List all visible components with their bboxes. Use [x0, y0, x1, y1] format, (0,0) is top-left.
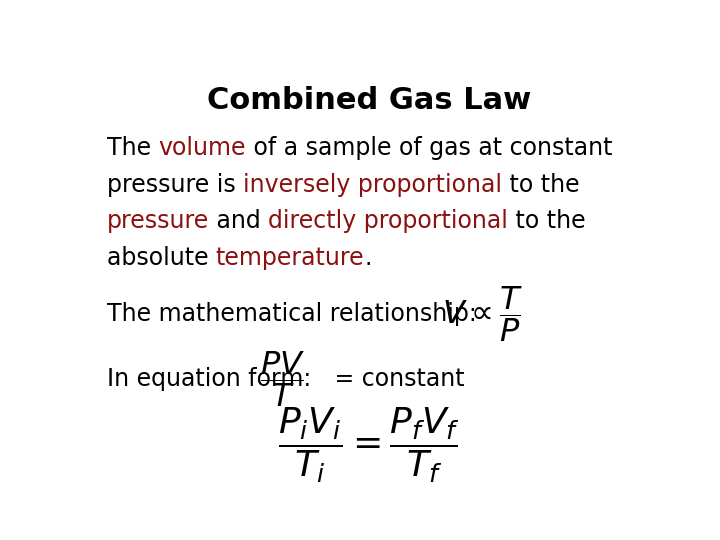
Text: pressure is: pressure is — [107, 173, 243, 197]
Text: $\dfrac{P_i V_i}{T_i} = \dfrac{P_f V_f}{T_f}$: $\dfrac{P_i V_i}{T_i} = \dfrac{P_f V_f}{… — [278, 406, 460, 485]
Text: temperature: temperature — [216, 246, 364, 270]
Text: and: and — [209, 209, 269, 233]
Text: to the: to the — [502, 173, 580, 197]
Text: The: The — [107, 136, 158, 160]
Text: volume: volume — [158, 136, 246, 160]
Text: inversely proportional: inversely proportional — [243, 173, 502, 197]
Text: pressure: pressure — [107, 209, 209, 233]
Text: In equation form:: In equation form: — [107, 367, 311, 391]
Text: The mathematical relationship:: The mathematical relationship: — [107, 302, 492, 326]
Text: absolute: absolute — [107, 246, 216, 270]
Text: of a sample of gas at constant: of a sample of gas at constant — [246, 136, 613, 160]
Text: $\dfrac{PV}{T}$: $\dfrac{PV}{T}$ — [260, 349, 305, 409]
Text: = constant: = constant — [327, 367, 465, 391]
Text: $V \propto \dfrac{T}{P}$: $V \propto \dfrac{T}{P}$ — [441, 284, 523, 345]
Text: to the: to the — [508, 209, 586, 233]
Text: .: . — [364, 246, 372, 270]
Text: Combined Gas Law: Combined Gas Law — [207, 85, 531, 114]
Text: directly proportional: directly proportional — [269, 209, 508, 233]
